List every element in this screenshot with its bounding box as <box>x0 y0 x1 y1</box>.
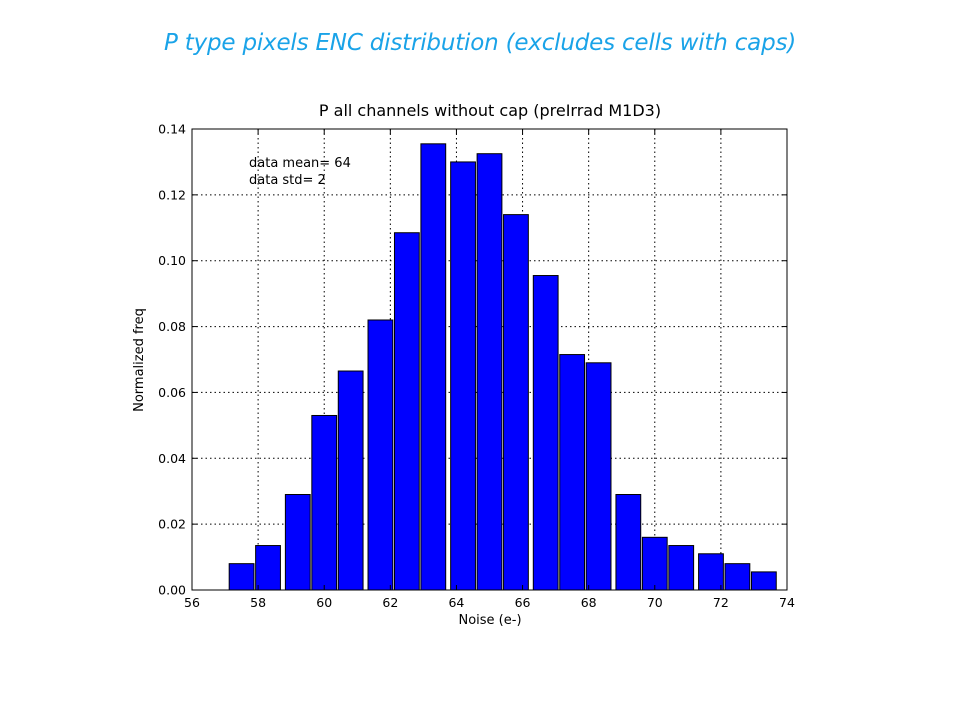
histogram-bar <box>503 214 529 591</box>
histogram-bar <box>255 545 281 591</box>
y-tick-label: 0.08 <box>158 319 186 334</box>
x-tick-label: 70 <box>647 595 663 610</box>
histogram-bars <box>228 143 777 591</box>
histogram-bar <box>641 536 668 591</box>
x-tick-label: 74 <box>779 595 795 610</box>
x-tick-label: 66 <box>515 595 531 610</box>
histogram-bar <box>668 545 695 591</box>
histogram-bar <box>698 553 724 591</box>
histogram-bar <box>284 494 311 591</box>
histogram-bar <box>476 153 503 591</box>
y-tick-label: 0.14 <box>158 122 186 137</box>
y-tick-label: 0.06 <box>158 385 186 400</box>
y-tick-label: 0.04 <box>158 451 186 466</box>
x-tick-label: 64 <box>448 595 464 610</box>
histogram-bar <box>585 362 612 591</box>
x-tick-label: 72 <box>713 595 729 610</box>
histogram-bar <box>724 563 751 591</box>
x-tick-label: 62 <box>382 595 398 610</box>
histogram-bar <box>615 494 642 591</box>
plot-frame <box>191 128 788 591</box>
histogram-bar <box>559 354 586 591</box>
histogram-bar <box>750 571 777 591</box>
histogram-bar <box>311 414 338 591</box>
x-tick-label: 60 <box>316 595 332 610</box>
histogram-bar <box>393 232 420 591</box>
histogram-bar <box>337 370 364 591</box>
x-tick-label: 68 <box>581 595 597 610</box>
y-axis-label: Normalized freq <box>132 308 147 412</box>
y-tick-label: 0.12 <box>158 187 186 202</box>
y-tick-label: 0.02 <box>158 517 186 532</box>
x-tick-label: 58 <box>250 595 266 610</box>
x-axis-label: Noise (e-) <box>458 613 521 628</box>
y-tick-label: 0.00 <box>158 583 186 598</box>
histogram-bar <box>367 319 394 591</box>
stats-annotation-line: data mean= 64 <box>249 156 351 171</box>
chart-title: P all channels without cap (preIrrad M1D… <box>319 101 661 120</box>
histogram-bar <box>532 275 559 591</box>
histogram-bar <box>228 563 255 591</box>
slide-title: P type pixels ENC distribution (excludes… <box>163 30 797 56</box>
y-tick-label: 0.10 <box>158 253 186 268</box>
stats-annotation-line: data std= 2 <box>249 173 326 188</box>
axis-ticks: 56 58 60 62 64 66 68 70 72 74 0.00 0.02 0.04 0.06 0.08… <box>158 122 795 611</box>
stats-annotation: data mean= 64 data std= 2 <box>249 156 351 188</box>
x-tick-label: 56 <box>184 595 200 610</box>
histogram-bar <box>420 143 447 591</box>
histogram-bar <box>450 161 476 591</box>
